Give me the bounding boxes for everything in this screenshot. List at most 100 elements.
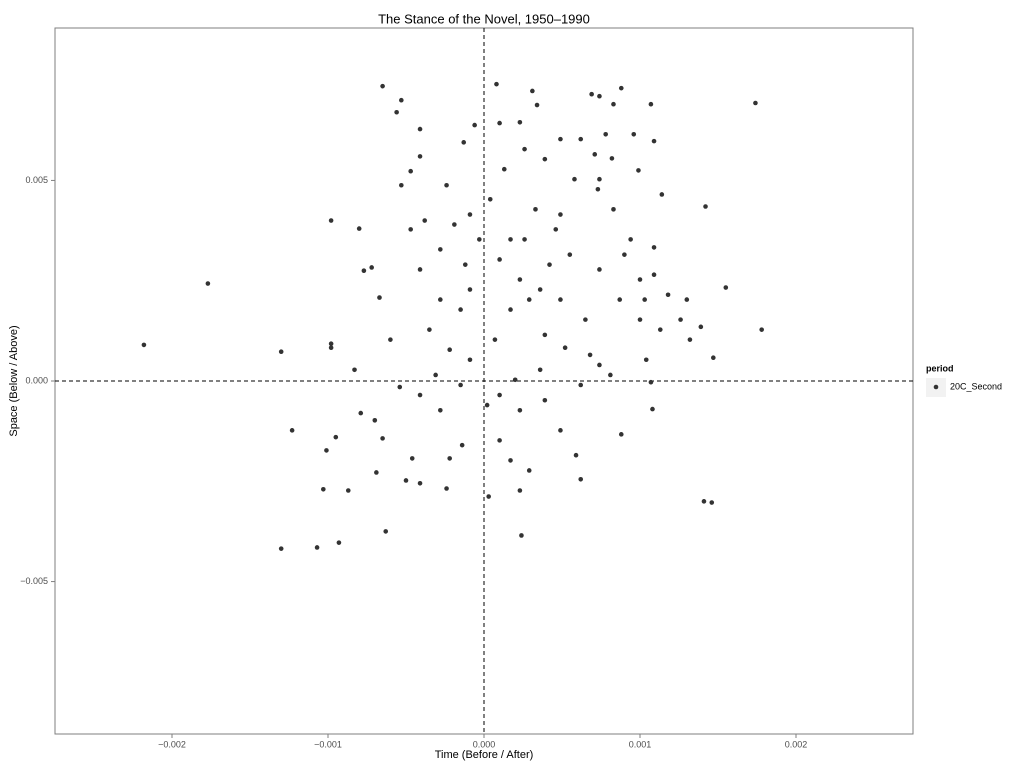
point (427, 327, 432, 332)
point (522, 237, 527, 242)
point (508, 458, 513, 463)
point (597, 93, 602, 99)
legend-label: 20C_Second (950, 381, 1002, 391)
point (417, 126, 423, 132)
point (444, 182, 449, 188)
point (572, 176, 577, 182)
point (492, 337, 498, 342)
point (642, 297, 647, 302)
point (753, 100, 758, 106)
point (461, 140, 467, 145)
point (522, 146, 527, 152)
x-tick-label: −0.001 (314, 739, 342, 749)
point (517, 277, 523, 282)
point (517, 407, 523, 413)
point (394, 109, 399, 115)
point (497, 257, 502, 262)
point (358, 410, 364, 416)
point (383, 529, 389, 534)
point (526, 468, 532, 473)
point (497, 120, 502, 126)
point (447, 347, 452, 353)
y-tick-label: 0.005 (25, 175, 48, 185)
point (517, 119, 523, 125)
point (314, 545, 320, 550)
point (374, 470, 379, 475)
point (578, 476, 584, 482)
point (369, 265, 374, 270)
point (558, 297, 563, 302)
point (417, 154, 423, 159)
point (333, 434, 339, 440)
point (597, 267, 602, 272)
point (356, 226, 362, 231)
point (205, 281, 211, 286)
point (553, 227, 559, 232)
point (517, 488, 523, 493)
point (388, 337, 393, 342)
point (422, 218, 428, 223)
point (438, 297, 443, 302)
point (542, 332, 548, 338)
point (409, 456, 415, 461)
point (377, 295, 382, 300)
point (589, 91, 594, 97)
point (618, 432, 624, 437)
point (484, 402, 490, 408)
chart-title: The Stance of the Novel, 1950–1990 (378, 11, 590, 26)
legend-marker (933, 384, 939, 390)
y-axis-label: Space (Below / Above) (8, 325, 20, 436)
point (519, 533, 524, 538)
point (631, 132, 637, 137)
point (487, 196, 493, 202)
point (698, 324, 704, 330)
point (578, 136, 584, 142)
point (558, 428, 563, 433)
point (583, 317, 588, 322)
point (636, 168, 641, 173)
point (352, 367, 357, 373)
point (567, 252, 573, 257)
point (438, 247, 443, 252)
point (597, 362, 602, 368)
point (486, 494, 491, 499)
point (289, 428, 295, 433)
point (534, 102, 540, 108)
point (547, 262, 552, 267)
point (399, 182, 404, 188)
point (603, 132, 608, 137)
point (562, 345, 568, 351)
point (609, 156, 615, 161)
point (417, 480, 423, 486)
point (397, 384, 403, 390)
point (608, 372, 613, 378)
point (403, 478, 409, 483)
point (709, 500, 715, 505)
point (684, 297, 690, 302)
point (141, 342, 147, 348)
point (459, 442, 465, 448)
point (687, 337, 693, 342)
point (458, 382, 463, 388)
point (651, 245, 657, 250)
point (618, 85, 624, 91)
point (324, 448, 329, 453)
point (659, 192, 665, 197)
point (587, 352, 593, 358)
point (530, 88, 535, 94)
point (665, 292, 671, 298)
point (328, 345, 334, 351)
point (467, 287, 473, 292)
point (336, 540, 342, 545)
point (508, 237, 513, 242)
point (438, 407, 443, 413)
point (542, 397, 548, 403)
point (759, 327, 764, 332)
point (444, 486, 449, 491)
point (512, 377, 518, 383)
point (537, 287, 543, 292)
point (592, 152, 598, 157)
y-tick-label: 0.000 (25, 375, 48, 385)
